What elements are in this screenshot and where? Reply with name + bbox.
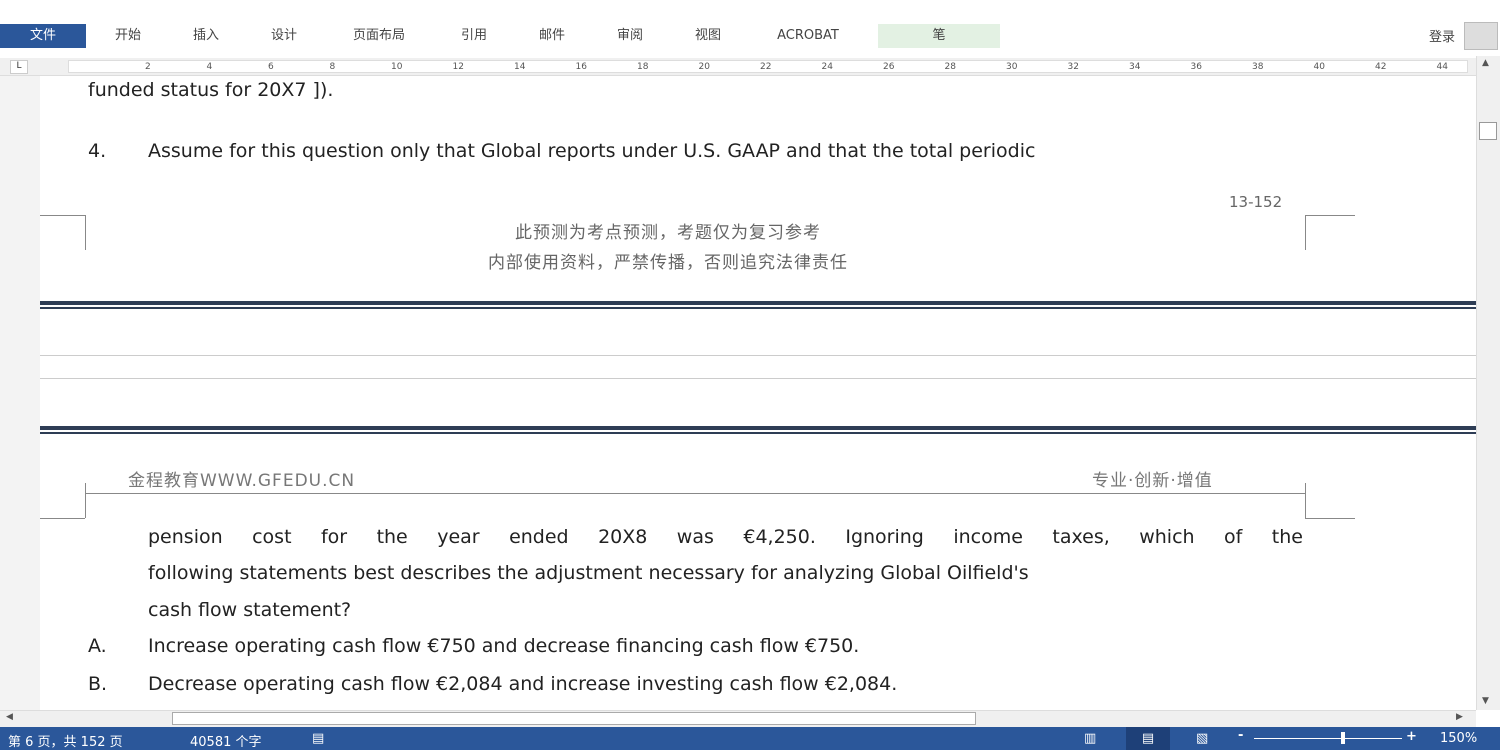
page-number: 13-152 bbox=[1229, 193, 1283, 211]
ruler[interactable]: 2 4 6 8 10 12 14 16 18 20 22 24 26 28 30 32 34 36 38 40 42 44 bbox=[0, 58, 1476, 76]
crop-mark bbox=[1305, 483, 1306, 518]
footer-notice-1: 此预测为考点预测，考题仅为复习参考 bbox=[515, 223, 821, 243]
footer-notice-2: 内部使用资料，严禁传播，否则追究法律责任 bbox=[488, 253, 848, 273]
ruler-tick-label: 6 bbox=[268, 62, 274, 72]
ruler-tick-label: 22 bbox=[760, 62, 772, 72]
header-left: 金程教育WWW.GFEDU.CN bbox=[128, 471, 356, 491]
option-text: Increase operating cash flow €750 and de… bbox=[148, 635, 860, 657]
zoom-in-button[interactable]: + bbox=[1406, 729, 1417, 744]
ruler-tick-label: 12 bbox=[452, 62, 464, 72]
zoom-slider-thumb[interactable] bbox=[1340, 732, 1345, 744]
web-layout-icon[interactable]: ▧ bbox=[1196, 731, 1209, 746]
ruler-tick-label: 26 bbox=[883, 62, 895, 72]
word-count[interactable]: 40581 个字 bbox=[190, 735, 262, 750]
proofing-icon[interactable]: ▤ bbox=[312, 731, 325, 746]
ruler-tick-label: 38 bbox=[1252, 62, 1264, 72]
tab-references[interactable]: 引用 bbox=[460, 28, 487, 43]
tab-mailings[interactable]: 邮件 bbox=[538, 28, 565, 43]
scroll-left-icon[interactable]: ◀ bbox=[6, 712, 13, 722]
tab-view[interactable]: 视图 bbox=[694, 28, 721, 43]
ruler-tick-label: 10 bbox=[391, 62, 403, 72]
zoom-slider[interactable] bbox=[1254, 738, 1402, 739]
ruler-tick-label: 14 bbox=[514, 62, 526, 72]
read-mode-icon[interactable]: ▥ bbox=[1084, 731, 1097, 746]
print-layout-icon[interactable]: ▤ bbox=[1126, 727, 1170, 750]
question-text: Assume for this question only that Globa… bbox=[148, 140, 1036, 162]
question-number: 4. bbox=[88, 140, 107, 162]
crop-mark bbox=[85, 215, 86, 250]
cut-off-line: funded status for 20X7 ]). bbox=[88, 79, 334, 101]
crop-mark bbox=[1305, 215, 1306, 250]
status-bar: 第 6 页，共 152 页 40581 个字 ▤ ▥ ▤ ▧ - + 150% bbox=[0, 727, 1500, 750]
header-rule bbox=[85, 493, 1305, 494]
vertical-scroll-thumb[interactable] bbox=[1479, 122, 1497, 140]
ruler-tick-label: 20 bbox=[698, 62, 710, 72]
ruler-track[interactable]: 2 4 6 8 10 12 14 16 18 20 22 24 26 28 30 32 34 36 38 40 42 44 bbox=[68, 60, 1468, 73]
scroll-down-icon[interactable]: ▼ bbox=[1482, 696, 1489, 706]
ruler-tick-label: 40 bbox=[1313, 62, 1325, 72]
ruler-tick-label: 44 bbox=[1436, 62, 1448, 72]
ruler-tick-label: 28 bbox=[944, 62, 956, 72]
left-margin-area bbox=[0, 76, 40, 710]
ruler-tick-label: 4 bbox=[206, 62, 213, 72]
ruler-tick-label: 2 bbox=[145, 62, 151, 72]
user-avatar-icon[interactable] bbox=[1464, 22, 1498, 50]
tab-home[interactable]: 开始 bbox=[114, 28, 141, 43]
ruler-tick-label: 32 bbox=[1067, 62, 1079, 72]
login-link[interactable]: 登录 bbox=[1428, 30, 1455, 45]
page-count[interactable]: 第 6 页，共 152 页 bbox=[8, 735, 123, 750]
page-break-top bbox=[40, 426, 1476, 434]
tab-file[interactable]: 文件 bbox=[0, 24, 86, 48]
tab-pen[interactable]: 笔 bbox=[878, 24, 1000, 48]
crop-mark bbox=[1305, 518, 1355, 519]
option-label: A. bbox=[88, 635, 107, 657]
ruler-tick-label: 30 bbox=[1006, 62, 1018, 72]
horizontal-scroll-thumb[interactable] bbox=[172, 712, 976, 725]
option-text: Decrease operating cash flow €2,084 and … bbox=[148, 673, 898, 695]
tab-review[interactable]: 审阅 bbox=[616, 28, 643, 43]
tab-acrobat[interactable]: ACROBAT bbox=[777, 28, 839, 43]
zoom-out-button[interactable]: - bbox=[1238, 728, 1244, 743]
crop-mark bbox=[1305, 215, 1355, 216]
header-right: 专业·创新·增值 bbox=[1092, 471, 1213, 491]
page-gap-line bbox=[40, 378, 1476, 379]
option-label: B. bbox=[88, 673, 108, 695]
ruler-tick-label: 36 bbox=[1190, 62, 1202, 72]
zoom-level[interactable]: 150% bbox=[1440, 731, 1478, 746]
scroll-right-icon[interactable]: ▶ bbox=[1456, 712, 1463, 722]
tab-stop-selector[interactable]: L bbox=[10, 60, 28, 74]
tab-insert[interactable]: 插入 bbox=[192, 28, 219, 43]
crop-mark bbox=[40, 518, 85, 519]
body-line: following statements best describes the … bbox=[148, 562, 1029, 584]
ribbon-tabs: 文件 开始 插入 设计 页面布局 引用 邮件 审阅 视图 ACROBAT 笔 bbox=[0, 0, 1500, 56]
vertical-scrollbar[interactable] bbox=[1476, 56, 1500, 710]
page-gap-line bbox=[40, 355, 1476, 356]
ruler-tick-label: 34 bbox=[1129, 62, 1141, 72]
body-line: cash flow statement? bbox=[148, 599, 352, 621]
tab-layout[interactable]: 页面布局 bbox=[352, 28, 405, 43]
scroll-up-icon[interactable]: ▲ bbox=[1482, 58, 1489, 68]
crop-mark bbox=[40, 215, 85, 216]
page-break-bottom bbox=[40, 301, 1476, 309]
ruler-tick-label: 8 bbox=[329, 62, 336, 72]
ruler-tick-label: 24 bbox=[821, 62, 833, 72]
ruler-tick-label: 42 bbox=[1375, 62, 1387, 72]
ruler-tick-label: 16 bbox=[575, 62, 587, 72]
ruler-tick-label: 18 bbox=[637, 62, 649, 72]
body-line: pension cost for the year ended 20X8 was… bbox=[148, 526, 1303, 548]
crop-mark bbox=[85, 483, 86, 518]
tab-design[interactable]: 设计 bbox=[270, 28, 297, 43]
